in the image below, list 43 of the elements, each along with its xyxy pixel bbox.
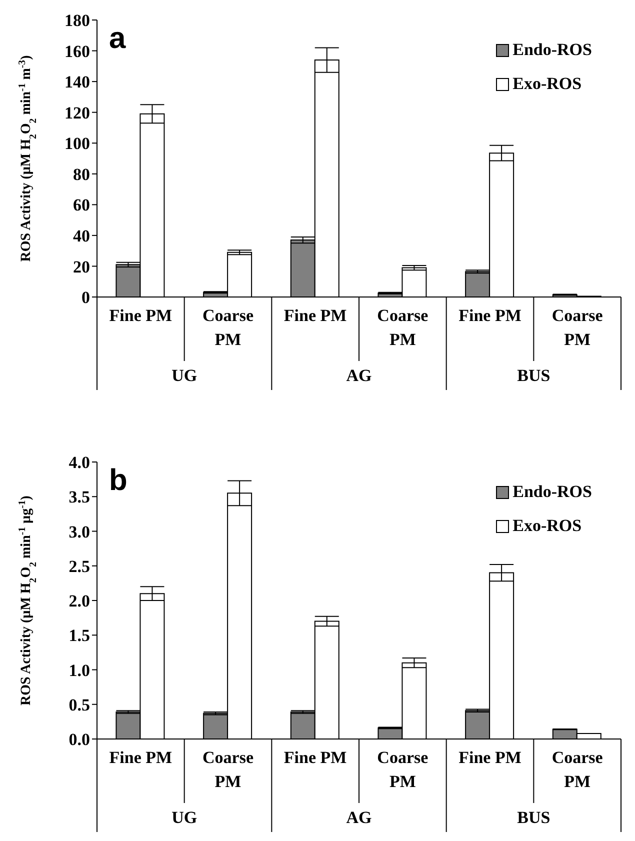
x-tick-label: Fine PM [284,306,347,325]
y-tick-label: 0 [82,288,90,308]
x-tick-label: Coarse PM [552,748,604,791]
y-tick-label: 3.5 [68,488,90,507]
y-tick-label: 1.5 [68,626,90,646]
y-tick-label: 2.0 [68,592,90,611]
legend-label: Endo-ROS [512,40,592,60]
y-tick-label: 160 [64,42,90,61]
y-tick-label: 40 [73,226,90,246]
y-tick-label: 2.5 [68,556,90,576]
chart-title: a [109,22,126,56]
text: AG [346,366,372,385]
y-tick-label: 80 [73,164,90,184]
text: BUS [517,808,550,827]
y-tick-label: 0.0 [68,730,90,750]
x-tick-label: Coarse PM [202,306,254,349]
legend-label: Endo-ROS [512,482,592,502]
y-tick-label: 180 [64,11,90,30]
legend-label: Exo-ROS [512,516,582,536]
y-tick-label: 3.0 [68,522,90,542]
y-tick-label: 100 [64,134,90,154]
x-tick-label: Fine PM [458,306,522,325]
x-tick-label: Coarse PM [377,306,429,349]
x-tick-label: Coarse PM [552,306,604,349]
x-tick-label: Coarse PM [202,748,254,791]
y-tick-label: 4.0 [68,453,90,472]
legend-label: Exo-ROS [512,74,582,94]
y-tick-label: 1.0 [68,660,90,680]
y-tick-label: 60 [73,196,90,215]
y-tick-label: 0.5 [68,695,90,714]
text: UG [172,808,198,827]
y-tick-label: 120 [64,103,90,122]
text: AG [346,808,372,827]
x-tick-label: Coarse PM [377,748,429,791]
x-tick-label: Fine PM [109,748,172,767]
chart-title: b [109,464,128,498]
text: UG [172,366,198,385]
text: BUS [517,366,550,385]
x-tick-label: Fine PM [284,748,347,767]
y-tick-label: 140 [64,72,90,92]
x-tick-label: Fine PM [458,748,522,767]
x-tick-label: Fine PM [109,306,172,325]
y-tick-label: 20 [73,257,90,276]
